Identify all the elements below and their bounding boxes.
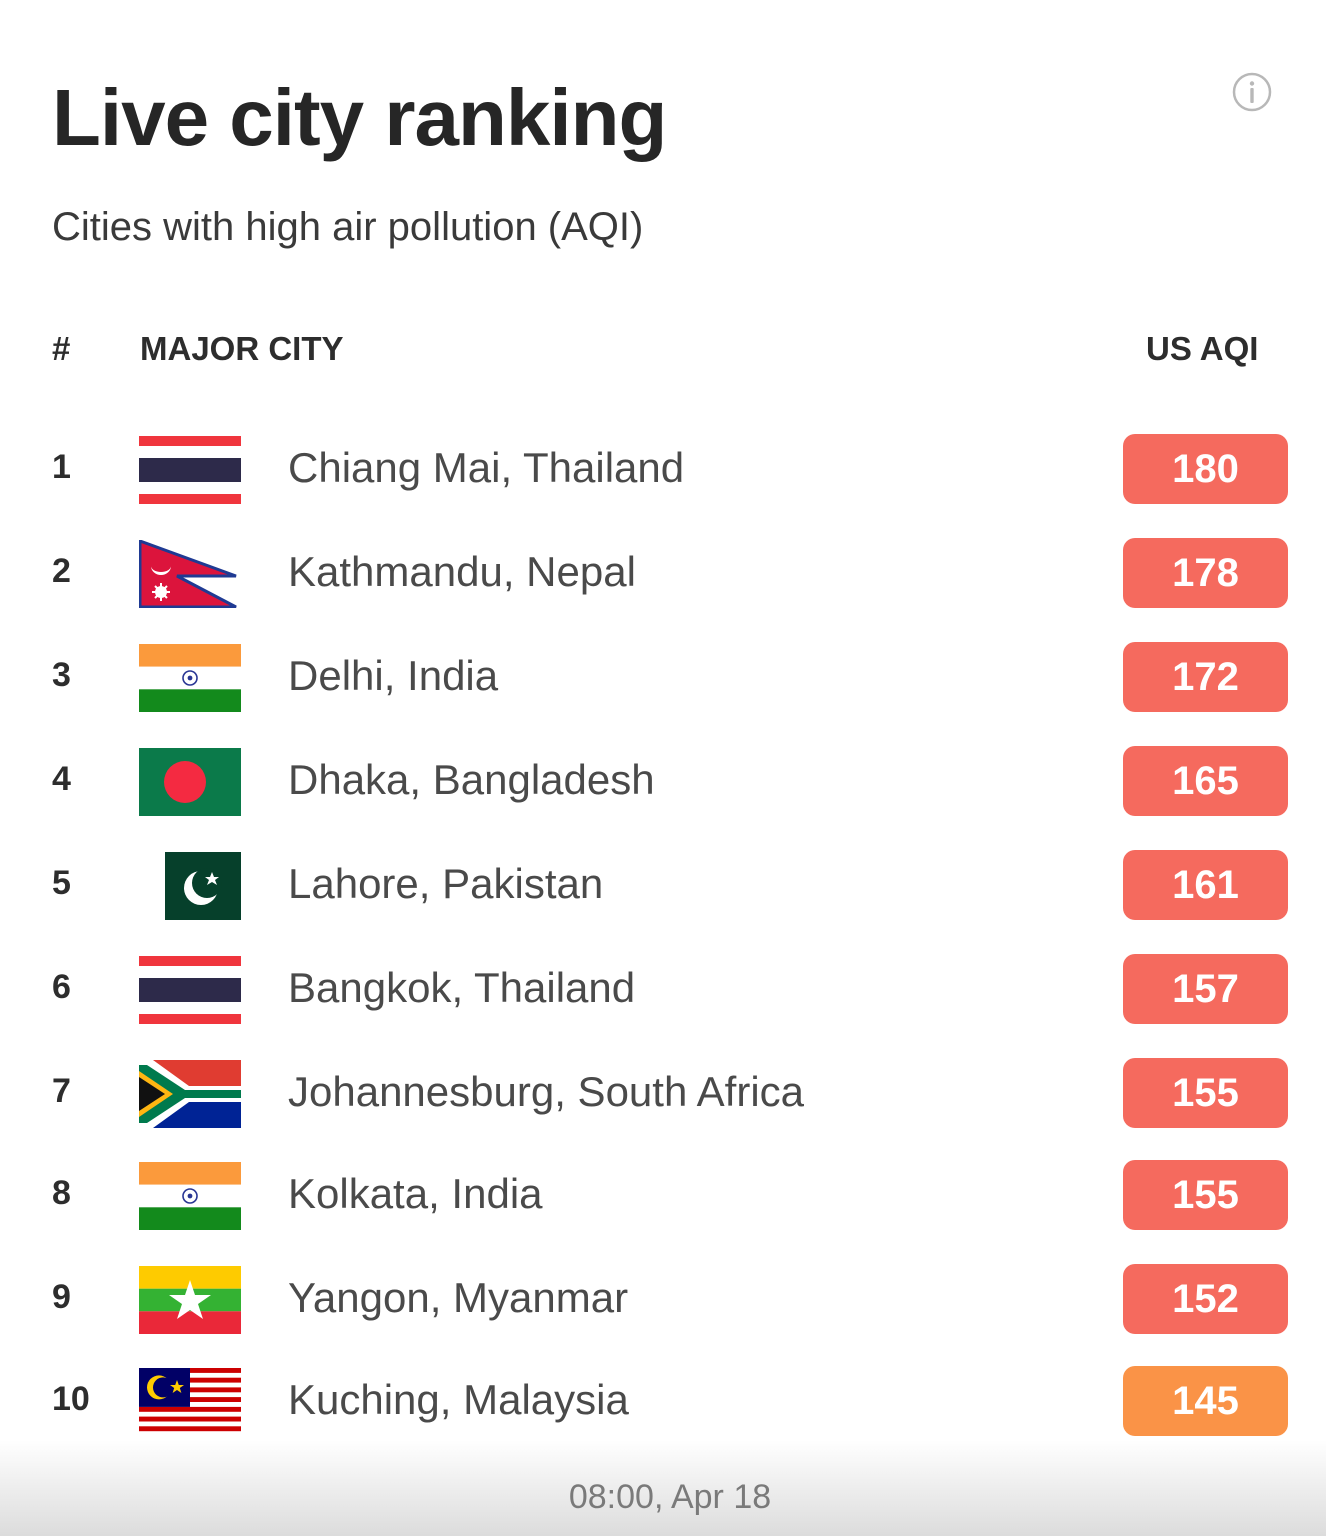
city-name[interactable]: Bangkok, Thailand <box>288 964 636 1011</box>
aqi-badge: 145 <box>1123 1366 1288 1436</box>
bangladesh-flag-icon <box>139 748 241 816</box>
rank-number: 1 <box>52 448 71 486</box>
table-row[interactable]: 10 Kuching, Malaysia 145 <box>0 1366 1326 1438</box>
aqi-badge: 172 <box>1123 642 1288 712</box>
south-africa-flag-icon <box>139 1060 241 1128</box>
thailand-flag-icon <box>139 436 241 504</box>
city-name[interactable]: Dhaka, Bangladesh <box>288 756 655 803</box>
pakistan-flag-icon <box>165 852 241 920</box>
rank-number: 7 <box>52 1072 71 1110</box>
update-timestamp: 08:00, Apr 18 <box>568 1478 772 1516</box>
city-name[interactable]: Kolkata, India <box>288 1170 543 1217</box>
city-name[interactable]: Yangon, Myanmar <box>288 1274 629 1321</box>
table-row[interactable]: 9 Yangon, Myanmar 152 <box>0 1264 1326 1336</box>
table-row[interactable]: 2 Kathmandu, Nepal 178 <box>0 538 1326 610</box>
column-header-aqi: US AQI <box>1146 330 1259 367</box>
page-subtitle: Cities with high air pollution (AQI) <box>52 205 644 249</box>
rank-number: 9 <box>52 1278 71 1316</box>
aqi-badge: 180 <box>1123 434 1288 504</box>
table-row[interactable]: 4 Dhaka, Bangladesh 165 <box>0 746 1326 818</box>
aqi-badge: 155 <box>1123 1160 1288 1230</box>
page-title: Live city ranking <box>52 73 667 162</box>
table-row[interactable]: 5 Lahore, Pakistan 161 <box>0 850 1326 922</box>
india-flag-icon <box>139 1162 241 1230</box>
myanmar-flag-icon <box>139 1266 241 1334</box>
city-name[interactable]: Johannesburg, South Africa <box>288 1068 805 1115</box>
rank-number: 10 <box>52 1380 90 1418</box>
table-row[interactable]: 1 Chiang Mai, Thailand 180 <box>0 434 1326 506</box>
aqi-badge: 161 <box>1123 850 1288 920</box>
city-name[interactable]: Kuching, Malaysia <box>288 1376 629 1423</box>
footer-fade <box>0 1440 1326 1536</box>
aqi-badge: 178 <box>1123 538 1288 608</box>
city-name[interactable]: Chiang Mai, Thailand <box>288 444 685 491</box>
rank-number: 8 <box>52 1174 71 1212</box>
india-flag-icon <box>139 644 241 712</box>
aqi-badge: 152 <box>1123 1264 1288 1334</box>
info-circle-icon[interactable] <box>1232 72 1272 112</box>
rank-number: 4 <box>52 760 71 798</box>
city-name[interactable]: Lahore, Pakistan <box>288 860 604 907</box>
rank-number: 5 <box>52 864 71 902</box>
malaysia-flag-icon <box>139 1368 241 1436</box>
city-name[interactable]: Delhi, India <box>288 652 499 699</box>
nepal-flag-icon <box>139 540 237 608</box>
rank-number: 2 <box>52 552 71 590</box>
thailand-flag-icon <box>139 956 241 1024</box>
aqi-badge: 157 <box>1123 954 1288 1024</box>
rank-number: 3 <box>52 656 71 694</box>
aqi-badge: 165 <box>1123 746 1288 816</box>
table-row[interactable]: 6 Bangkok, Thailand 157 <box>0 954 1326 1026</box>
rank-number: 6 <box>52 968 71 1006</box>
table-row[interactable]: 7 Johannesburg, South Africa 155 <box>0 1058 1326 1130</box>
column-header-rank: # <box>52 330 71 367</box>
table-row[interactable]: 8 Kolkata, India 155 <box>0 1160 1326 1232</box>
table-row[interactable]: 3 Delhi, India 172 <box>0 642 1326 714</box>
column-header-city: MAJOR CITY <box>140 330 344 367</box>
aqi-badge: 155 <box>1123 1058 1288 1128</box>
city-name[interactable]: Kathmandu, Nepal <box>288 548 636 595</box>
